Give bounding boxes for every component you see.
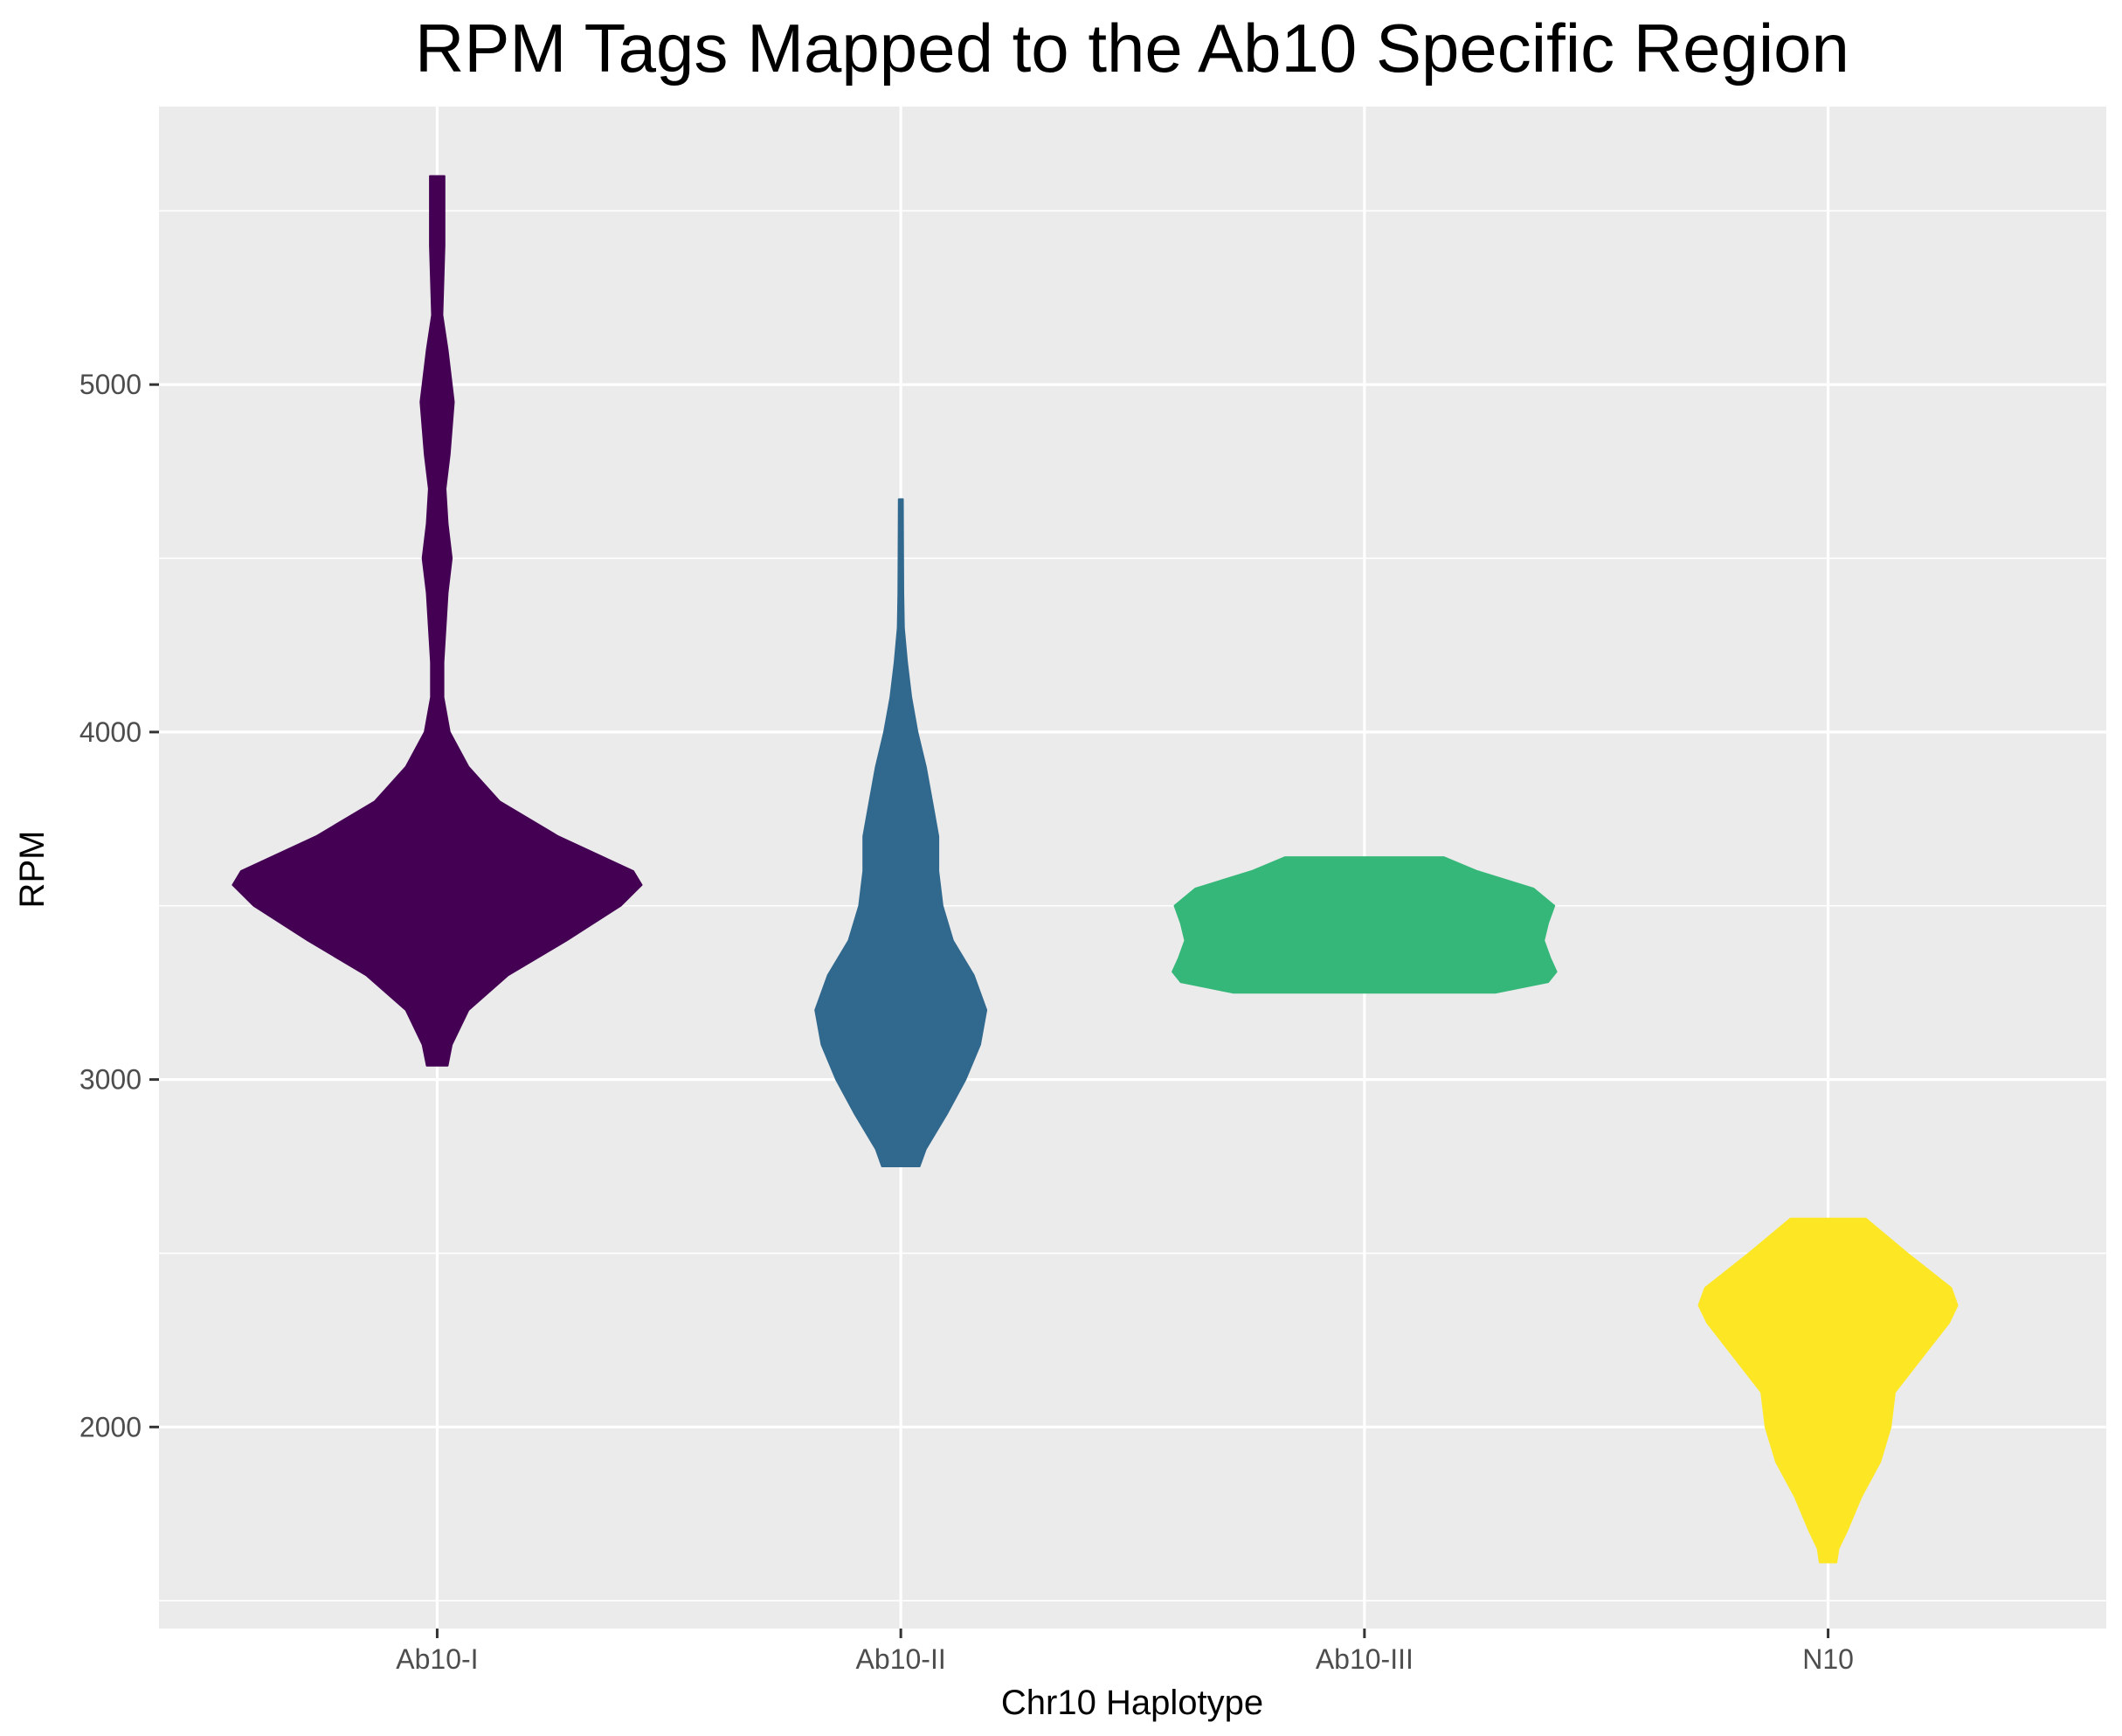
x-tick-label: Ab10-II [856,1643,946,1675]
y-tick-label: 4000 [79,716,142,748]
x-tick-label: Ab10-I [396,1643,478,1675]
y-tick-label: 3000 [79,1064,142,1096]
violin-ab10-ii [814,498,988,1167]
chart-title: RPM Tags Mapped to the Ab10 Specific Reg… [415,10,1849,86]
y-axis-title: RPM [13,831,52,909]
violins [232,175,1959,1564]
x-tick-label: Ab10-III [1316,1643,1414,1675]
x-tick-label: N10 [1802,1643,1854,1675]
violin-ab10-i [232,175,643,1067]
y-tick-label: 2000 [79,1411,142,1442]
y-axis: 2000 3000 4000 5000 [79,369,159,1442]
x-axis-title: Chr10 Haplotype [1001,1684,1263,1722]
x-axis: Ab10-I Ab10-II Ab10-III N10 [396,1629,1854,1675]
violin-n10 [1697,1217,1959,1564]
y-tick-label: 5000 [79,369,142,400]
violin-ab10-iii [1172,856,1558,994]
